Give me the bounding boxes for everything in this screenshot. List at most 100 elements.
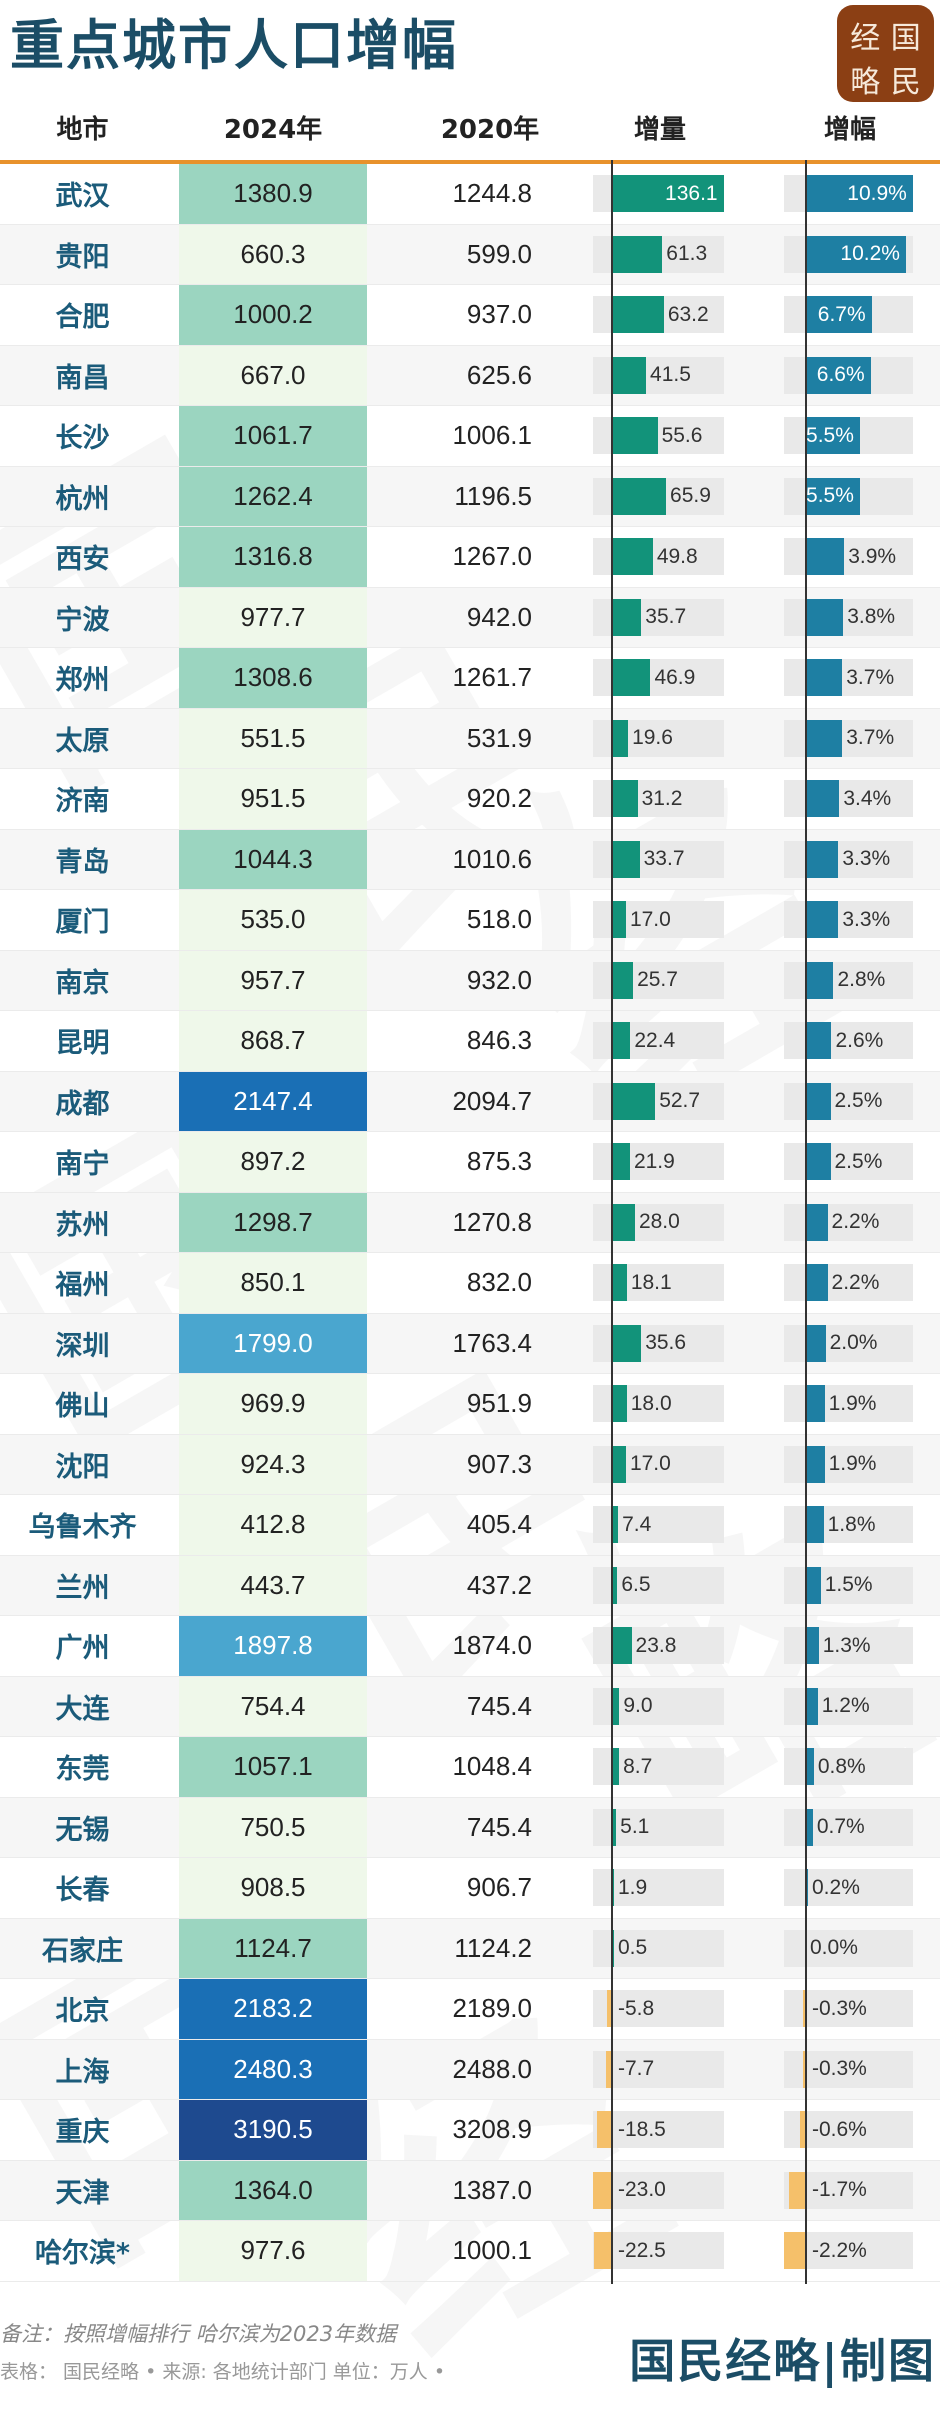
growth-bar [806,1869,808,1906]
increase-axis-line [611,160,613,2284]
growth-bar [806,961,834,999]
growth-bar [806,1687,818,1725]
increase-bar [612,598,642,636]
column-header-growth: 增幅 [823,115,876,145]
increase-bar [612,719,629,757]
population-2024: 2147.4 [179,1071,367,1131]
growth-value: 2.6% [835,1028,884,1052]
population-2020: 518.0 [466,904,532,935]
increase-bar [612,1203,635,1241]
table-row: 西安 1316.8 1267.0 49.8 3.9% [0,527,940,588]
population-2020: 1267.0 [452,541,532,572]
table-row: 大连 754.4 745.4 9.0 1.2% [0,1676,940,1737]
table-row: 长沙 1061.7 1006.1 55.6 5.5% [0,406,940,467]
city-name: 昆明 [55,1028,110,1060]
population-2020: 2094.7 [452,1085,532,1116]
city-name: 贵阳 [55,241,110,273]
population-2020: 951.9 [466,1388,532,1419]
population-2024: 2183.2 [179,1979,367,2039]
population-2020: 1244.8 [452,178,532,209]
growth-value: 6.7% [817,302,866,326]
increase-value: 33.7 [643,847,685,871]
increase-value: -7.7 [618,2057,655,2081]
increase-value: 21.9 [633,1149,675,1173]
city-name: 济南 [55,786,110,818]
population-2024: 667.0 [179,345,367,405]
population-2020: 1006.1 [452,420,532,451]
increase-value: 6.5 [621,1573,651,1597]
increase-value: 18.1 [630,1270,672,1294]
growth-value: 2.2% [831,1210,880,1234]
growth-value: 5.5% [806,423,854,447]
increase-track [593,2232,724,2269]
table-row: 杭州 1262.4 1196.5 65.9 5.5% [0,466,940,527]
growth-bar [806,901,839,938]
growth-bar [806,175,913,212]
table-row: 广州 1897.8 1874.0 23.8 1.3% [0,1616,940,1677]
increase-bar [607,1990,612,2027]
population-2024: 850.1 [179,1253,367,1313]
population-2020: 932.0 [466,964,532,995]
column-header-increase: 增量 [633,115,686,145]
growth-bar [806,780,840,817]
growth-bar [803,2050,806,2088]
city-name: 沈阳 [55,1451,110,1483]
growth-bar [784,2232,806,2269]
population-2024: 1308.6 [179,648,367,708]
city-name: 哈尔滨* [34,2238,131,2270]
growth-bar [806,1022,832,1059]
table-row: 郑州 1308.6 1261.7 46.9 3.7% [0,648,940,709]
growth-bar [806,477,860,515]
increase-bar [612,356,647,394]
increase-value: 18.0 [630,1391,672,1415]
brand-signature: 国民经略|制图 [629,2334,936,2388]
increase-bar [612,477,667,515]
growth-value: 1.3% [822,1633,871,1657]
table-row: 宁波 977.7 942.0 35.7 3.8% [0,587,940,648]
growth-bar [806,235,906,273]
column-header-2024: 2024年 [223,115,323,145]
growth-value: 2.5% [834,1149,883,1173]
city-name: 天津 [55,2177,110,2209]
increase-bar [612,1687,620,1725]
increase-value: 55.6 [661,423,703,447]
growth-bar [806,1506,824,1543]
footnote: 备注：按照增幅排行 哈尔滨为2023年数据 [0,2322,397,2346]
city-name: 长春 [55,1875,110,1907]
population-2024: 977.6 [179,2221,367,2281]
increase-value: 23.8 [635,1633,677,1657]
increase-value: 19.6 [632,726,673,750]
increase-bar [612,235,663,273]
growth-bar [806,840,839,878]
population-2020: 1270.8 [452,1206,532,1237]
growth-bar [806,1143,831,1180]
population-2020: 405.4 [466,1509,532,1540]
population-2024: 1799.0 [179,1313,367,1373]
growth-value: 0.2% [812,1875,860,1899]
increase-value: 5.1 [620,1815,650,1839]
table-row: 东莞 1057.1 1048.4 8.7 0.8% [0,1737,940,1798]
population-2020: 599.0 [466,238,532,269]
increase-bar [596,2111,612,2148]
growth-bar [806,1264,828,1301]
growth-bar [800,2111,806,2148]
growth-bar [806,1385,825,1422]
table-row: 合肥 1000.2 937.0 63.2 6.7% [0,285,940,346]
increase-bar [612,1445,626,1483]
population-2020: 3208.9 [452,2114,532,2145]
growth-value: 1.5% [824,1573,873,1597]
column-header-2020: 2020年 [440,115,540,145]
growth-bar [806,296,872,333]
population-2020: 1048.4 [452,1751,532,1782]
population-2024: 977.7 [179,587,367,647]
increase-bar [612,961,634,999]
increase-bar [612,1808,617,1846]
increase-bar [612,175,724,212]
population-2024: 1262.4 [179,466,367,526]
growth-value: 0.7% [816,1815,865,1839]
growth-bar [806,1324,826,1362]
increase-value: 49.8 [656,544,698,568]
city-name: 上海 [55,2056,110,2088]
population-2020: 920.2 [466,783,532,814]
city-name: 乌鲁木齐 [28,1512,137,1544]
